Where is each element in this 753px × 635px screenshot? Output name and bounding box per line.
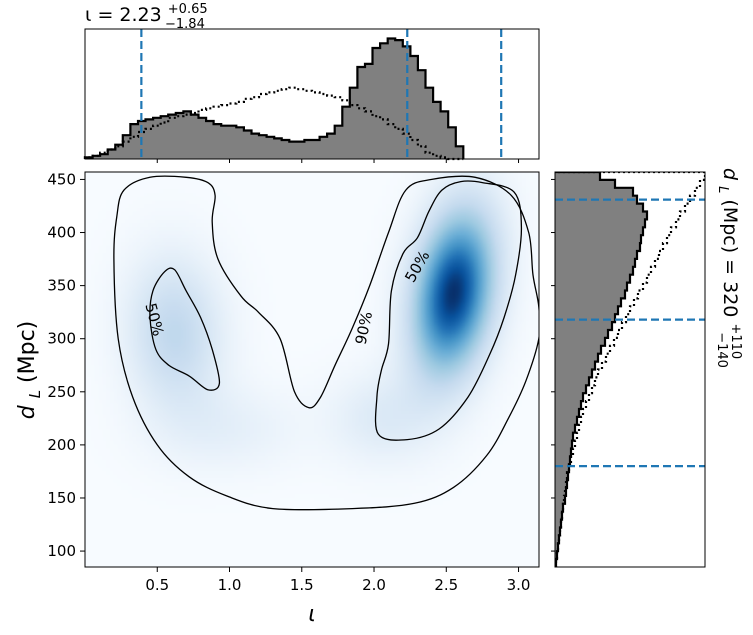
top-marginal-histogram [83,28,540,163]
y-axis-label: d L (Mpc) [15,321,46,420]
right-title-sub-l: L [715,186,730,193]
contour-50pct-2 [374,180,523,441]
contour-50pct-1 [149,267,221,391]
y-tick-label-2: 200 [47,436,76,454]
x-tick-label-0: 0.5 [145,576,169,594]
density-heatmap [85,172,539,567]
y-tick-label-5: 350 [47,277,76,295]
y-label-sub: L [26,390,44,398]
y-label-d: d [15,404,40,419]
right-title-rest: (Mpc) = 320 [719,199,741,317]
y-tick-label-4: 300 [47,330,76,348]
right-frame [554,171,706,568]
x-tick-label-3: 2.0 [362,576,386,594]
right-hist-edge [555,172,649,567]
top-hist-fill [85,38,464,159]
x-tick-label-1: 1.0 [218,576,242,594]
x-tick-label-2: 1.5 [290,576,314,594]
right-marginal-title: d L (Mpc) = 320 +110 −140 [714,168,749,368]
top-title-main: ι = 2.23 [85,4,162,26]
right-title-d: d [719,168,741,181]
y-label-unit: (Mpc) [15,321,40,383]
top-title-sub: −1.84 [165,17,205,32]
y-tick-label-0: 100 [47,542,76,560]
joint-density-plot: 90%50%50%0.5 1.0 1.5 2.0 2.5 3.01001502002503… [47,170,540,594]
y-tick-label-6: 400 [47,224,76,242]
contour-group [113,175,539,511]
right-prior-hist [555,172,705,567]
top-prior-hist [83,86,464,161]
y-tick-label-1: 150 [47,489,76,507]
right-title-subscript: −140 [714,332,729,368]
top-marginal-title: ι = 2.23 +0.65 −1.84 [85,0,214,32]
x-tick-label-5: 3.0 [507,576,531,594]
x-tick-label-4: 2.5 [434,576,458,594]
contour-90pct-0 [113,175,539,511]
y-tick-label-7: 450 [47,170,76,188]
right-marginal-histogram [551,171,706,568]
x-axis-label: ι [308,602,315,627]
main-frame [84,171,540,568]
y-tick-label-3: 250 [47,383,76,401]
right-hist-fill [555,172,647,567]
top-hist-edge [83,37,465,159]
right-title-sup: +110 [728,323,743,359]
right-hist-group [555,172,705,567]
top-frame [84,28,540,160]
top-title-sup: +0.65 [168,2,208,17]
